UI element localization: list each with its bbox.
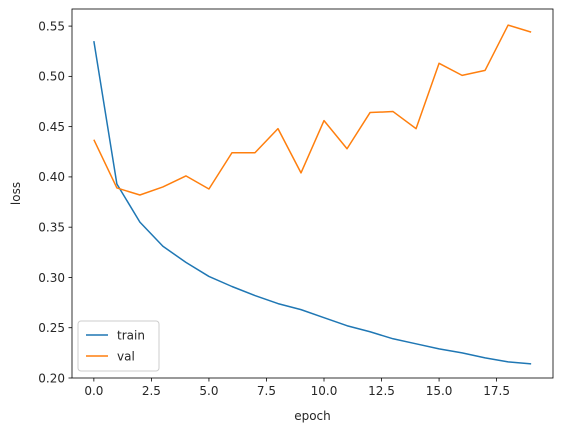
x-tick-label: 12.5 bbox=[368, 384, 395, 398]
y-tick-label: 0.40 bbox=[38, 170, 65, 184]
x-tick-label: 10.0 bbox=[311, 384, 338, 398]
y-tick-label: 0.20 bbox=[38, 371, 65, 385]
x-tick-label: 5.0 bbox=[199, 384, 218, 398]
x-tick-label: 0.0 bbox=[84, 384, 103, 398]
legend-label-val: val bbox=[117, 349, 135, 363]
y-axis-label: loss bbox=[9, 182, 23, 205]
y-tick-label: 0.45 bbox=[38, 120, 65, 134]
plot-area bbox=[72, 9, 553, 378]
legend-label-train: train bbox=[117, 328, 145, 342]
x-axis-label: epoch bbox=[294, 409, 331, 423]
axes-layer bbox=[71, 8, 554, 379]
y-tick-label: 0.55 bbox=[38, 19, 65, 33]
x-tick-label: 17.5 bbox=[483, 384, 510, 398]
series-line-val bbox=[93, 24, 532, 196]
legend: train val bbox=[77, 320, 160, 372]
legend-box bbox=[77, 320, 160, 372]
y-tick-label: 0.25 bbox=[38, 321, 65, 335]
ticks-layer: 0.0 2.5 5.0 7.5 10.0 12.5 15.0 17.5 0.20 0.25 0.30… bbox=[38, 19, 510, 398]
x-tick-label: 2.5 bbox=[142, 384, 161, 398]
x-tick-label: 7.5 bbox=[257, 384, 276, 398]
series-line-train bbox=[93, 41, 532, 365]
x-tick-label: 15.0 bbox=[426, 384, 453, 398]
y-tick-label: 0.35 bbox=[38, 220, 65, 234]
y-tick-label: 0.30 bbox=[38, 271, 65, 285]
series-layer bbox=[93, 24, 532, 365]
y-tick-label: 0.50 bbox=[38, 70, 65, 84]
axes-frame bbox=[71, 8, 554, 379]
